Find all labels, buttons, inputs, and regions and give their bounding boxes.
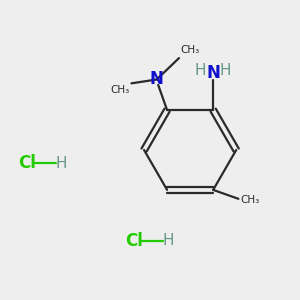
- Text: CH₃: CH₃: [111, 85, 130, 95]
- Text: CH₃: CH₃: [181, 44, 200, 55]
- Text: H: H: [195, 63, 206, 78]
- Text: H: H: [162, 233, 174, 248]
- Text: N: N: [206, 64, 220, 82]
- Text: H: H: [55, 156, 67, 171]
- Text: CH₃: CH₃: [241, 195, 260, 205]
- Text: Cl: Cl: [18, 154, 36, 172]
- Text: H: H: [220, 63, 231, 78]
- Text: N: N: [150, 70, 164, 88]
- Text: Cl: Cl: [125, 232, 142, 250]
